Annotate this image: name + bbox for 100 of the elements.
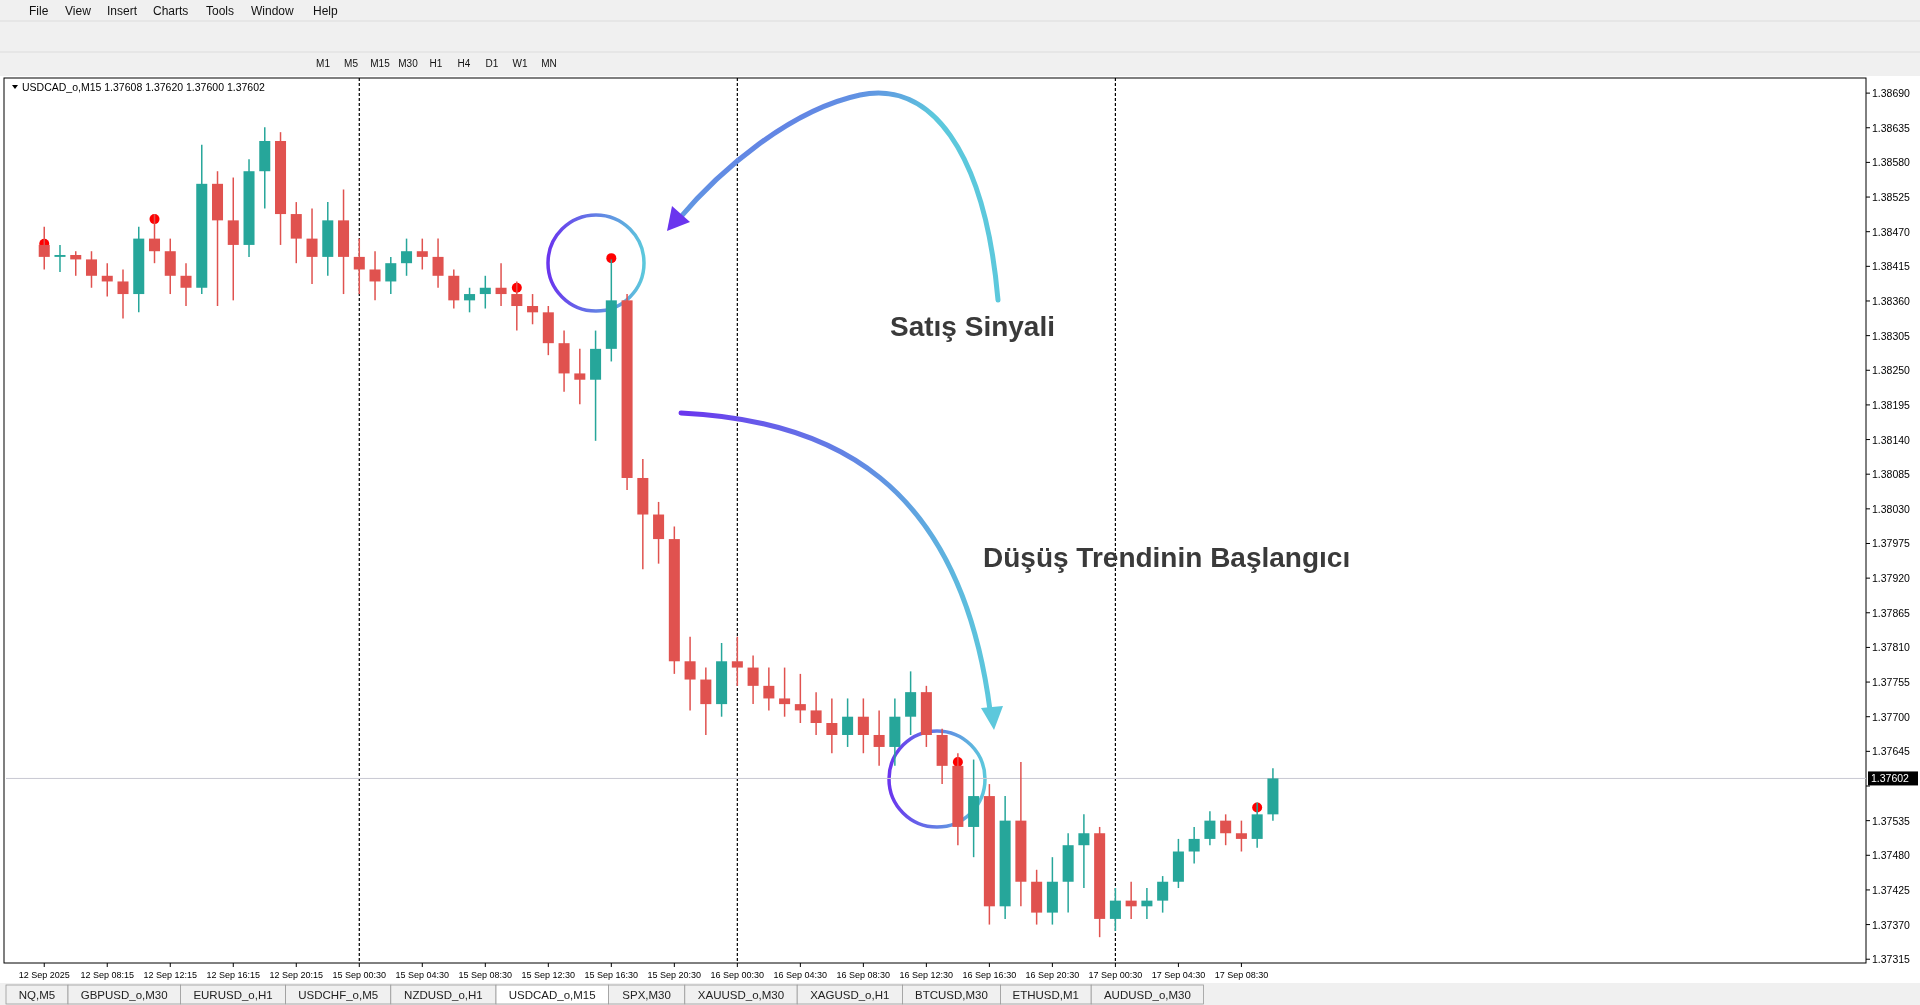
y-tick-label: 1.38635 [1872, 121, 1911, 134]
text: AUDUSD_o,M30 [1103, 989, 1191, 1001]
y-tick-label: 1.37865 [1872, 606, 1911, 619]
text: GBPUSD_o,M30 [80, 989, 168, 1001]
x-tick-label: 16 Sep 20:30 [1025, 970, 1080, 980]
candlestick [416, 237, 428, 271]
text: View [65, 4, 92, 18]
y-tick-label: 1.38140 [1872, 433, 1911, 446]
candlestick [1157, 875, 1169, 914]
text: W1 [512, 58, 528, 69]
candlestick [495, 262, 507, 307]
x-tick-label: 12 Sep 2025 [18, 970, 70, 980]
text: M30 [398, 58, 419, 69]
text: Charts [153, 4, 189, 18]
text: Tools [206, 4, 235, 18]
candlestick [369, 250, 381, 302]
text: USDCAD_o,M15 [508, 989, 596, 1001]
text: USDCHF_o,M5 [298, 989, 379, 1001]
x-tick-label: 16 Sep 08:30 [836, 970, 891, 980]
candlestick [731, 635, 743, 687]
text: M1 [316, 58, 331, 69]
text: SPX,M30 [622, 989, 671, 1001]
y-tick-label: 1.38085 [1872, 468, 1911, 481]
y-tick-label: 1.37535 [1872, 814, 1911, 827]
candlestick [826, 697, 838, 754]
text: Insert [107, 4, 138, 18]
x-tick-label: 17 Sep 08:30 [1214, 970, 1269, 980]
text: M15 [370, 58, 391, 69]
y-tick-label: 1.37370 [1872, 918, 1911, 931]
candlestick [117, 268, 129, 320]
text: XAUUSD_o,M30 [697, 989, 785, 1001]
y-tick-label: 1.37810 [1872, 641, 1911, 654]
y-tick-label: 1.38415 [1872, 260, 1911, 273]
candlestick [479, 275, 491, 310]
candlestick [527, 293, 539, 326]
y-tick-label: 1.38305 [1872, 329, 1911, 342]
candlestick [794, 673, 806, 724]
annotation: Düşüş Trendinin Başlangıcı [983, 542, 1351, 573]
x-tick-label: 16 Sep 16:30 [962, 970, 1017, 980]
y-tick-label: 1.38195 [1872, 398, 1911, 411]
text: Help [313, 4, 339, 18]
x-tick-label: 15 Sep 00:30 [332, 970, 387, 980]
y-tick-label: 1.37480 [1872, 849, 1911, 862]
text: EURUSD_o,H1 [193, 989, 273, 1001]
candlestick [180, 262, 192, 307]
text: MN [541, 58, 557, 69]
candlestick [1235, 819, 1247, 853]
y-tick-label: 1.37920 [1872, 572, 1911, 585]
y-tick-label: 1.38030 [1872, 502, 1911, 515]
y-tick-label: 1.38580 [1872, 156, 1911, 169]
candlestick [1109, 887, 1121, 932]
text: NQ,M5 [18, 989, 56, 1001]
annotation: Satış Sinyali [890, 311, 1055, 342]
y-tick-label: 1.38690 [1872, 87, 1911, 100]
x-tick-label: 15 Sep 08:30 [458, 970, 513, 980]
x-tick-label: 12 Sep 12:15 [143, 970, 198, 980]
candlestick [353, 237, 365, 295]
text: XAGUSD_o,H1 [810, 989, 890, 1001]
y-tick-label: 1.37425 [1872, 883, 1911, 896]
y-tick-label: 1.37755 [1872, 676, 1911, 689]
y-tick-label: 1.38360 [1872, 294, 1911, 307]
text: D1 [485, 58, 499, 69]
text: NZDUSD_o,H1 [404, 989, 483, 1001]
y-tick-label: 1.37975 [1872, 537, 1911, 550]
candlestick [385, 256, 397, 295]
chart-title: USDCAD_o,M15 1.37608 1.37620 1.37600 1.37602 [22, 81, 266, 93]
y-tick-label: 1.38525 [1872, 191, 1911, 204]
y-tick-label: 1.38250 [1872, 364, 1911, 377]
candlestick [1204, 810, 1216, 846]
candlestick [873, 709, 885, 767]
candlestick [432, 237, 444, 289]
ref-line-label: 1.37602 [1871, 772, 1910, 785]
x-tick-label: 16 Sep 04:30 [773, 970, 828, 980]
candlestick [857, 697, 869, 754]
x-tick-label: 15 Sep 20:30 [647, 970, 702, 980]
candlestick [574, 348, 586, 406]
text: File [29, 4, 49, 18]
candlestick [464, 287, 476, 314]
candlestick [810, 691, 822, 736]
candlestick [842, 697, 854, 748]
x-tick-label: 15 Sep 12:30 [521, 970, 576, 980]
candlestick [85, 250, 98, 289]
x-tick-label: 17 Sep 00:30 [1088, 970, 1143, 980]
text: Window [251, 4, 295, 18]
candlestick [747, 654, 759, 705]
x-tick-label: 15 Sep 16:30 [584, 970, 639, 980]
candlestick [1078, 813, 1090, 889]
x-tick-label: 15 Sep 04:30 [395, 970, 450, 980]
y-tick-label: 1.37315 [1872, 953, 1911, 966]
candlestick [70, 250, 82, 277]
candlestick [779, 666, 791, 718]
x-tick-label: 16 Sep 12:30 [899, 970, 954, 980]
y-tick-label: 1.37645 [1872, 745, 1911, 758]
candlestick [401, 237, 413, 277]
point [606, 253, 617, 264]
text: M5 [344, 58, 359, 69]
text: BTCUSD,M30 [914, 989, 988, 1001]
x-tick-label: 12 Sep 20:15 [269, 970, 324, 980]
candlestick [684, 635, 696, 712]
candlestick [1188, 826, 1200, 865]
